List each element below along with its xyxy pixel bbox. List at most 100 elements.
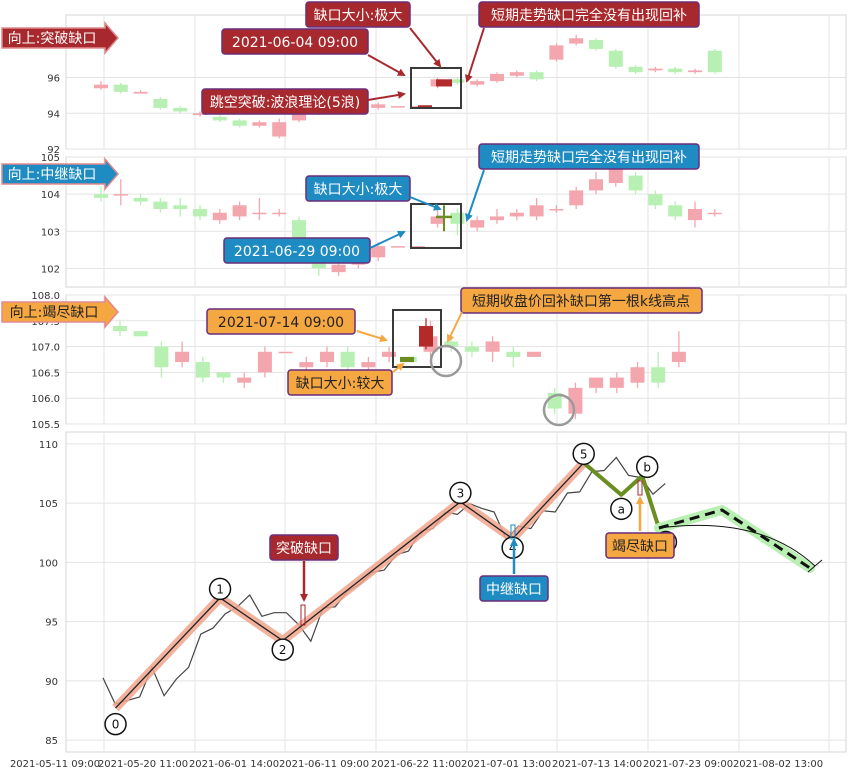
wave-marker-circle: [610, 497, 633, 521]
y-tick-label: 105.5: [31, 420, 60, 431]
candle-body: [630, 367, 645, 383]
breakout-wave-callout: [201, 88, 369, 115]
wave-marker-label: 1: [216, 582, 224, 596]
candle-body: [232, 205, 247, 217]
wave-marker-circle: [271, 638, 294, 661]
exhaustion-fill-circle-2: [542, 393, 576, 427]
y-tick-label: 107.0: [31, 343, 60, 354]
panel-exhaustion-annotations: 向上:竭尽缺口 2021-07-14 09:00 缺口大小:较大 短期收盘价回补…: [1, 287, 703, 427]
y-tick-label: 96: [47, 74, 60, 85]
candle-body: [628, 175, 643, 191]
exhaustion-fill-circle-1: [429, 344, 463, 378]
breakout-size-text: 缺口大小:极大: [314, 8, 403, 24]
candle-body: [113, 325, 127, 332]
exhaustion-gap-label-box[interactable]: [605, 532, 675, 559]
breakout-note-text: 短期走势缺口完全没有出现回补: [491, 7, 687, 24]
breakout-note-arrow: [465, 27, 485, 83]
y-tick-label: 105: [41, 153, 60, 164]
candle-body: [509, 72, 524, 76]
gap-candle-after: [436, 215, 452, 219]
candle-body: [464, 346, 479, 352]
candle-body: [569, 38, 584, 44]
breakout-gap-label-box[interactable]: [269, 534, 339, 561]
wave-marker-circle: [208, 577, 232, 601]
x-tick-label: 2021-06-11 09:00: [279, 759, 369, 770]
runaway-tag-arrow[interactable]: [1, 156, 119, 192]
candle-body: [668, 68, 683, 73]
exhaustion-gap-box[interactable]: [392, 309, 442, 368]
candle-body: [153, 201, 168, 209]
candle-body: [391, 246, 405, 248]
candle-body: [391, 106, 405, 108]
candle-body: [410, 106, 425, 108]
candle-body: [509, 212, 524, 217]
breakout-tag-arrow[interactable]: [1, 20, 119, 56]
candle-body: [589, 179, 603, 191]
candle-body: [527, 351, 541, 357]
candle-body: [94, 194, 108, 198]
candle-body: [113, 194, 128, 196]
candle-body: [430, 216, 445, 224]
candle-body: [193, 113, 207, 116]
candle-body: [331, 264, 346, 273]
breakout-gap-label: 突破缺口: [276, 541, 332, 557]
breakout-note-callout: [478, 1, 700, 28]
impulse-wave-line: [115, 462, 585, 709]
wave-marker-circle: [104, 712, 127, 736]
breakout-gap-box[interactable]: [410, 67, 462, 109]
candle-body: [133, 91, 148, 94]
candle-body: [173, 205, 188, 209]
candle-body: [651, 367, 666, 383]
y-tick-label: 105: [39, 499, 58, 510]
candle-body: [257, 351, 272, 373]
wave-marker-label: 3: [457, 486, 465, 500]
candle-body: [94, 84, 108, 89]
corrective-wave-line: [582, 461, 661, 529]
breakout-date-callout: [221, 28, 369, 55]
projection-dashed-line: [658, 508, 811, 570]
wave-marker-label: b: [643, 460, 651, 474]
candle-body: [671, 351, 686, 363]
y-tick-label: 94: [47, 109, 60, 120]
y-tick-label: 92: [47, 145, 60, 156]
candle-body: [668, 205, 683, 217]
wave-marker-label: 0: [112, 718, 120, 732]
breakout-size-arrow: [409, 27, 442, 68]
candle-body: [382, 351, 397, 357]
exhaustion-note-callout: [460, 287, 703, 314]
wave-marker-label: a: [618, 502, 625, 516]
candle-body: [212, 116, 227, 121]
candle-body: [688, 209, 702, 221]
candle-body: [568, 387, 583, 414]
candle-body: [371, 246, 386, 258]
x-tick-label: 2021-05-20 11:00: [98, 759, 188, 770]
candle-body: [252, 212, 267, 215]
exhaustion-date-arrow: [356, 330, 388, 343]
runaway-gap-marker: [510, 524, 516, 540]
runaway-note-arrow: [465, 169, 485, 222]
projection-end-tick: [807, 559, 823, 573]
candle-body: [252, 122, 267, 126]
candle-body: [648, 194, 663, 206]
exhaustion-gap-label: 竭尽缺口: [612, 539, 668, 555]
wave-marker-label: 5: [580, 447, 588, 461]
exhaustion-tag-arrow[interactable]: [1, 294, 119, 330]
candle-body: [549, 209, 564, 211]
breakout-date-text: 2021-06-04 09:00: [232, 35, 358, 51]
price-line: [102, 456, 666, 705]
wave-marker-label: 2: [279, 643, 287, 657]
runaway-size-arrow: [409, 196, 442, 211]
y-tick-label: 90: [45, 677, 58, 688]
candle-body: [195, 362, 210, 378]
gap-candle-before: [418, 105, 432, 108]
candle-body: [133, 197, 148, 202]
candle-body: [212, 212, 227, 221]
candle-body: [609, 377, 624, 388]
wave-marker-label: 4: [509, 541, 517, 555]
y-tick-label: 106.5: [31, 368, 60, 379]
y-tick-label: 103: [41, 227, 60, 238]
y-tick-label: 108.0: [31, 291, 60, 302]
runaway-gap-label-box[interactable]: [479, 575, 549, 602]
runaway-gap-label: 中继缺口: [486, 582, 542, 598]
